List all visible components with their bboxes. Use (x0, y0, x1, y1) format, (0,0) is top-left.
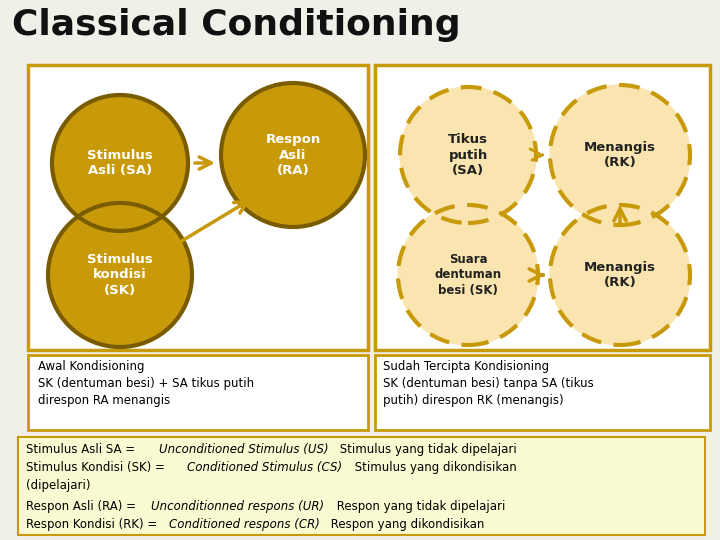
Ellipse shape (48, 203, 192, 347)
FancyBboxPatch shape (375, 65, 710, 350)
FancyBboxPatch shape (375, 355, 710, 430)
Text: Classical Conditioning: Classical Conditioning (12, 8, 461, 42)
Text: (dipelajari): (dipelajari) (26, 478, 91, 491)
Text: Menangis
(RK): Menangis (RK) (584, 141, 656, 169)
FancyBboxPatch shape (28, 355, 368, 430)
Ellipse shape (550, 205, 690, 345)
Text: Suara
dentuman
besi (SK): Suara dentuman besi (SK) (434, 253, 502, 297)
FancyBboxPatch shape (18, 437, 705, 535)
Ellipse shape (221, 83, 365, 227)
Text: Stimulus
kondisi
(SK): Stimulus kondisi (SK) (87, 253, 153, 297)
Text: Stimulus yang dikondisikan: Stimulus yang dikondisikan (351, 461, 517, 474)
Text: Menangis
(RK): Menangis (RK) (584, 261, 656, 289)
FancyBboxPatch shape (28, 65, 368, 350)
Ellipse shape (52, 95, 188, 231)
Text: Unconditioned Stimulus (US): Unconditioned Stimulus (US) (159, 443, 329, 456)
Text: Stimulus Asli SA =: Stimulus Asli SA = (26, 443, 139, 456)
Text: Respon yang dikondisikan: Respon yang dikondisikan (327, 518, 485, 531)
Text: Stimulus
Asli (SA): Stimulus Asli (SA) (87, 148, 153, 177)
Text: Awal Kondisioning
SK (dentuman besi) + SA tikus putih
direspon RA menangis: Awal Kondisioning SK (dentuman besi) + S… (38, 360, 254, 407)
Ellipse shape (398, 205, 538, 345)
Text: Respon yang tidak dipelajari: Respon yang tidak dipelajari (333, 500, 506, 513)
Text: Respon
Asli
(RA): Respon Asli (RA) (266, 133, 320, 177)
Ellipse shape (550, 85, 690, 225)
Text: Respon Asli (RA) =: Respon Asli (RA) = (26, 500, 140, 513)
Text: Stimulus Kondisi (SK) =: Stimulus Kondisi (SK) = (26, 461, 168, 474)
Ellipse shape (400, 87, 536, 223)
Text: Conditioned respons (CR): Conditioned respons (CR) (168, 518, 320, 531)
Text: Conditioned Stimulus (CS): Conditioned Stimulus (CS) (187, 461, 343, 474)
Text: Tikus
putih
(SA): Tikus putih (SA) (448, 133, 488, 177)
Text: Unconditionned respons (UR): Unconditionned respons (UR) (150, 500, 324, 513)
Text: Sudah Tercipta Kondisioning
SK (dentuman besi) tanpa SA (tikus
putih) direspon R: Sudah Tercipta Kondisioning SK (dentuman… (383, 360, 594, 407)
Text: Respon Kondisi (RK) =: Respon Kondisi (RK) = (26, 518, 161, 531)
Text: Stimulus yang tidak dipelajari: Stimulus yang tidak dipelajari (336, 443, 516, 456)
